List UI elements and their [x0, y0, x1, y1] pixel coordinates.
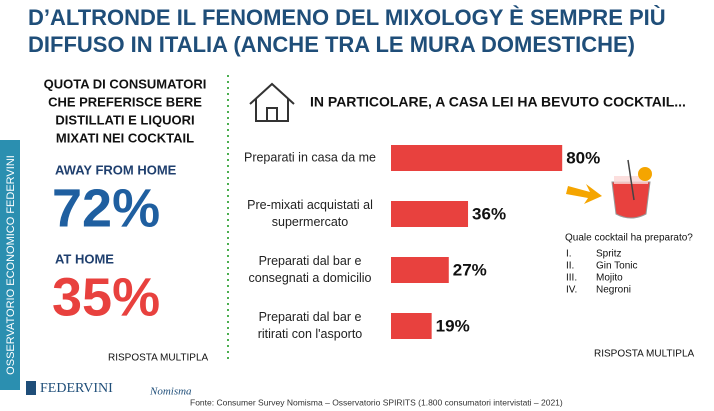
item-name: Spritz [596, 249, 622, 260]
title: D’ALTRONDE IL FENOMENO DEL MIXOLOGY È SE… [28, 5, 666, 30]
side-band [0, 140, 20, 390]
category-label: ritirati con l'asporto [258, 327, 363, 341]
source: Fonte: Consumer Survey Nomisma – Osserva… [190, 397, 563, 407]
stat-label: AWAY FROM HOME [55, 162, 177, 177]
cocktail-list: I. Spritz II. Gin Tonic III. Mojito IV. Negroni [566, 249, 638, 296]
bar-chart: Preparati in casa da me 80% Pre-mixati acq… [244, 145, 600, 341]
heading: QUOTA DI CONSUMATORI [44, 76, 207, 91]
value-label: 80% [566, 148, 600, 167]
item-name: Gin Tonic [596, 261, 638, 272]
value-label: 36% [472, 204, 506, 223]
item-name: Negroni [596, 285, 631, 296]
value-label: 19% [436, 316, 470, 335]
logo-mark [26, 381, 36, 395]
category-label: supermercato [272, 215, 348, 229]
bar [391, 257, 449, 283]
stat-value: 72% [52, 178, 160, 238]
note: RISPOSTA MULTIPLA [594, 349, 695, 360]
item-num: IV. [566, 285, 577, 296]
category-label: Preparati dal bar e [259, 254, 362, 268]
category-label: Preparati in casa da me [244, 150, 376, 164]
note: RISPOSTA MULTIPLA [108, 353, 209, 364]
title: DIFFUSO IN ITALIA (ANCHE TRA LE MURA DOM… [28, 32, 635, 57]
item-num: I. [566, 249, 572, 260]
heading: MIXATI NEI COCKTAIL [56, 130, 194, 145]
category-label: Preparati dal bar e [259, 310, 362, 324]
value-label: 27% [453, 260, 487, 279]
stat-value: 35% [52, 267, 160, 327]
bar [391, 145, 563, 171]
heading: CHE PREFERISCE BERE [48, 94, 202, 109]
cocktail-icon [566, 159, 652, 219]
category-label: consegnati a domicilio [249, 271, 372, 285]
category-label: Pre-mixati acquistati al [247, 198, 373, 212]
logo: FEDERVINI [40, 381, 113, 396]
chart-title: IN PARTICOLARE, A CASA LEI HA BEVUTO COC… [310, 94, 686, 110]
side-label: OSSERVATORIO ECONOMICO FEDERVINI [5, 155, 17, 375]
question: Quale cocktail ha preparato? [565, 233, 693, 244]
heading: DISTILLATI E LIQUORI [55, 112, 194, 127]
bar [391, 201, 469, 227]
house-icon [249, 82, 295, 122]
logo: Nomisma [149, 386, 192, 398]
stat-label: AT HOME [55, 251, 114, 266]
item-name: Mojito [596, 273, 623, 284]
item-num: II. [566, 261, 574, 272]
item-num: III. [566, 273, 577, 284]
bar [391, 313, 432, 339]
